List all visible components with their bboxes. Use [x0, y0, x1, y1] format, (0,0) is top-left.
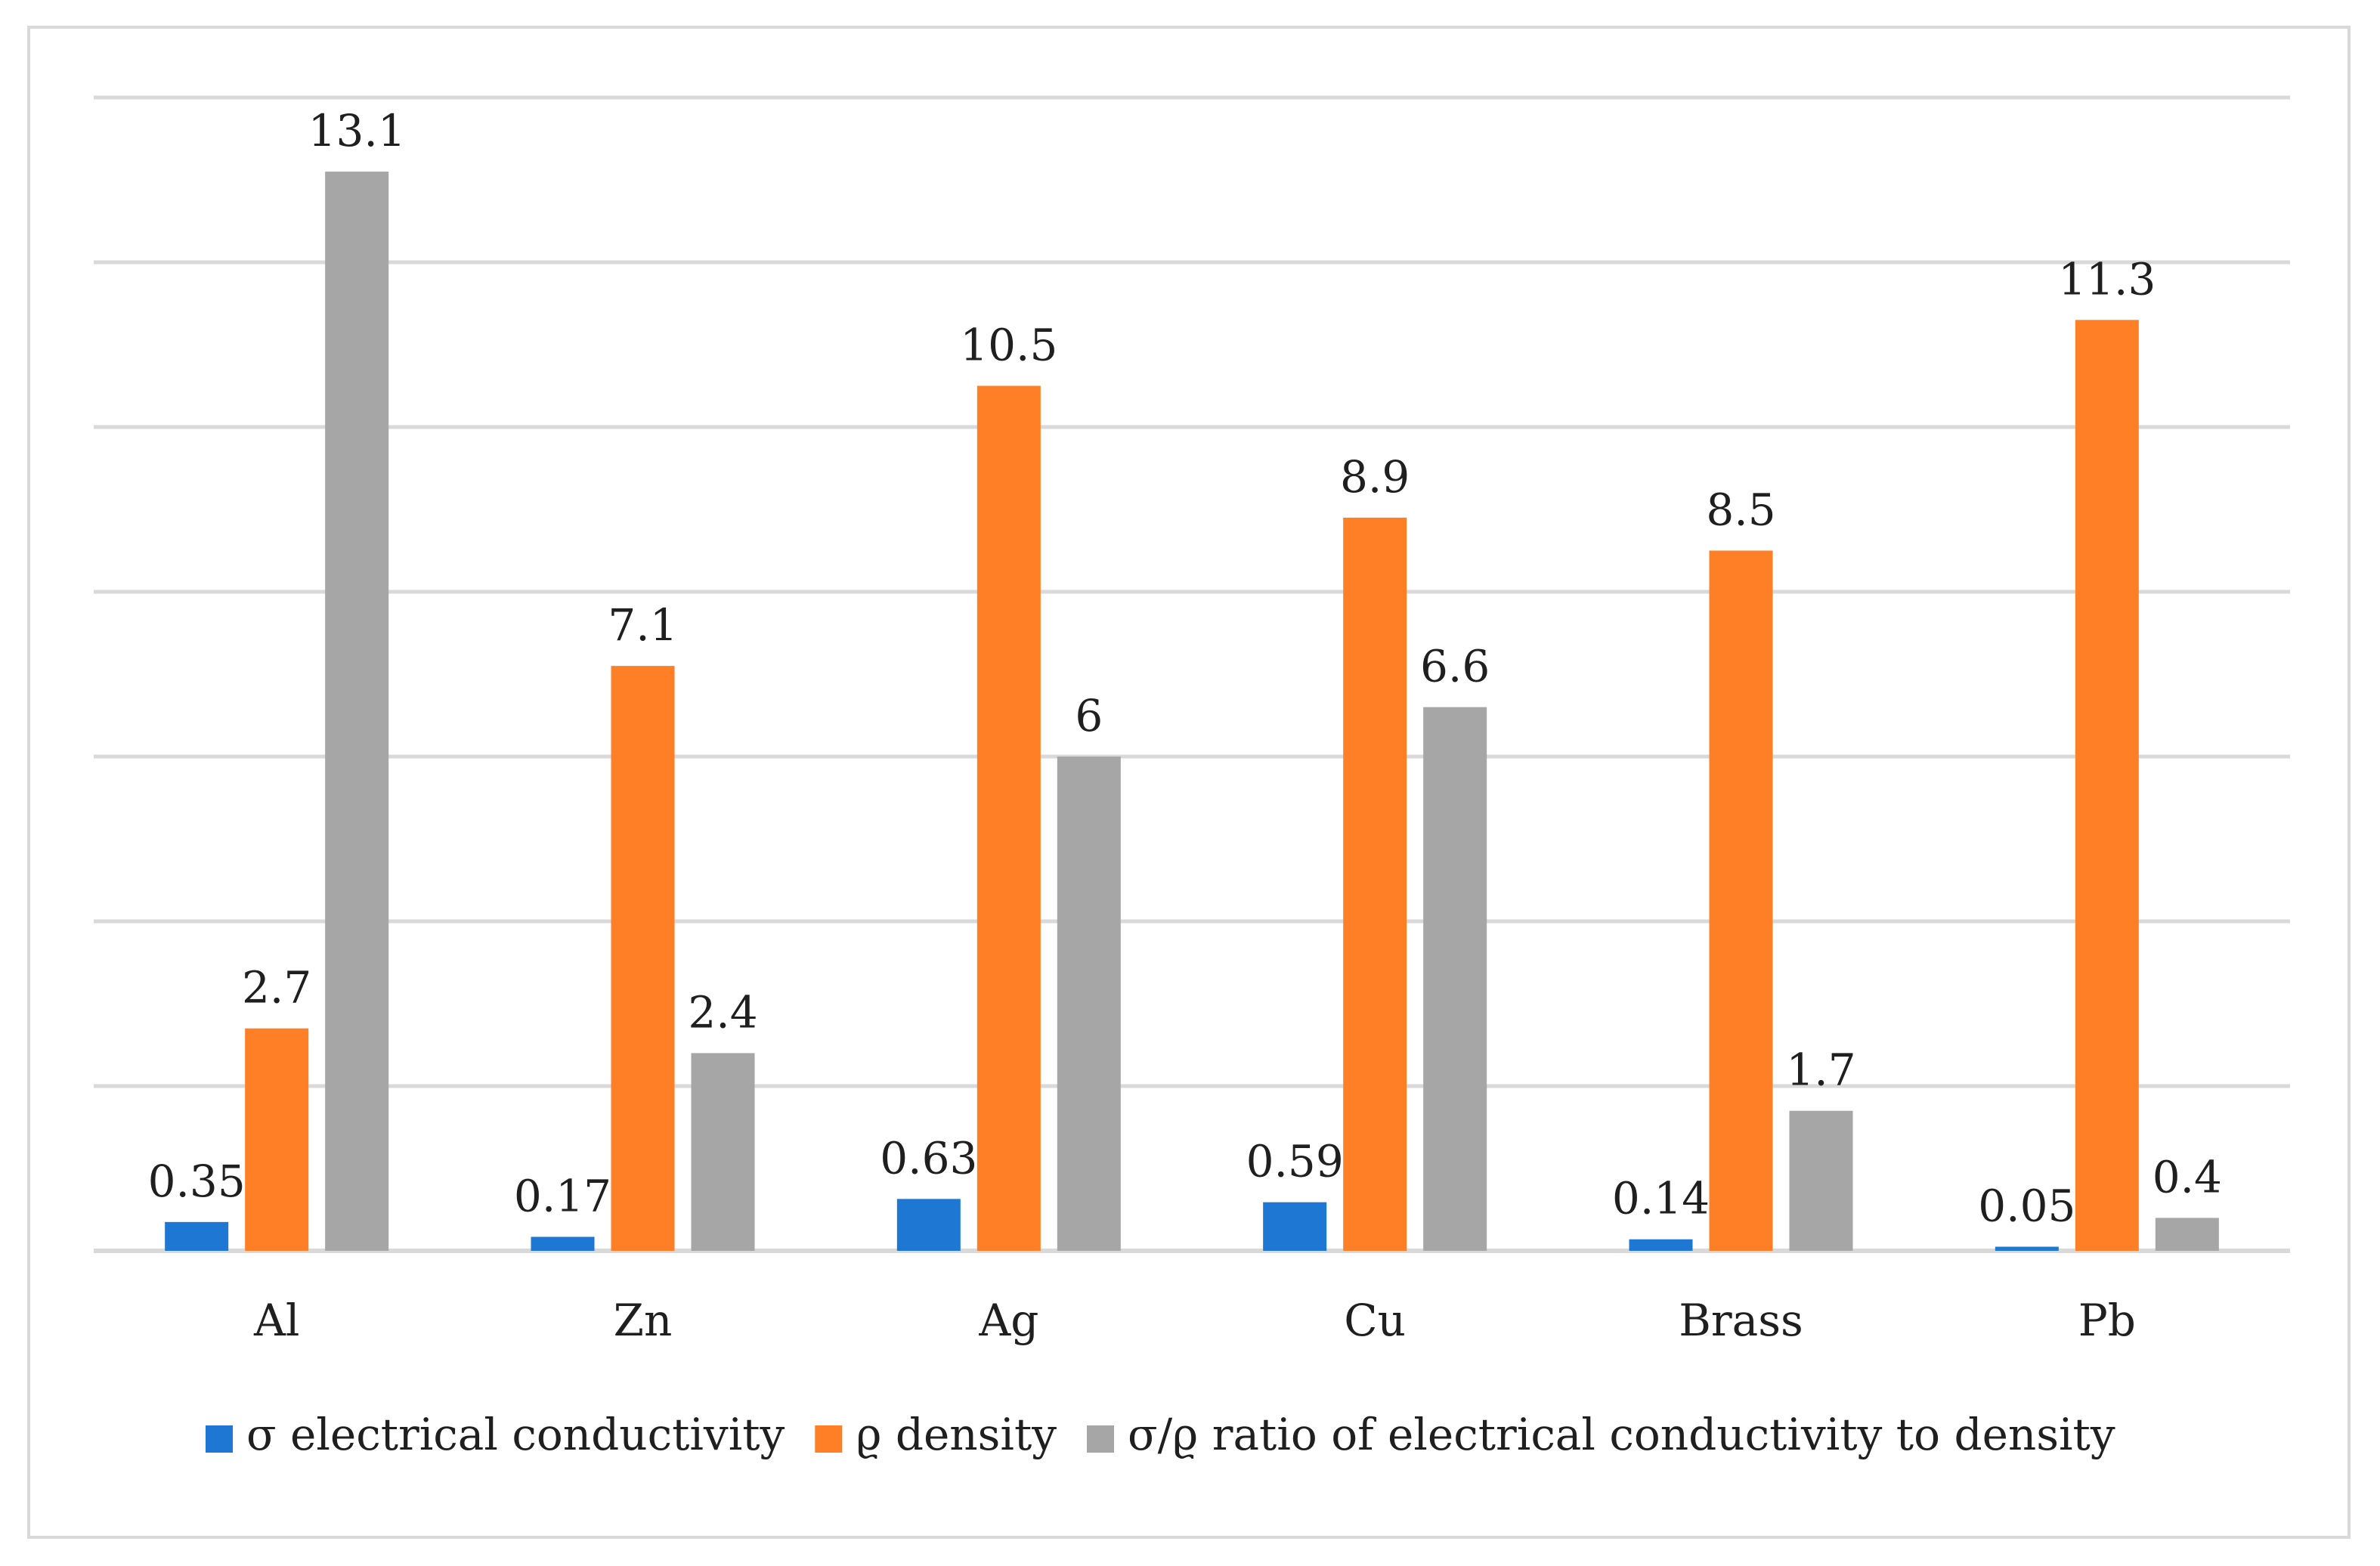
bar-zn-series-2	[611, 666, 675, 1251]
legend-swatch-series-2	[815, 1425, 843, 1453]
bar-ag-series-2	[976, 385, 1041, 1251]
data-label-pb-series-2: 11.3	[2058, 253, 2156, 305]
data-label-pb-series-3: 0.4	[2153, 1151, 2222, 1202]
bar-al-series-1	[165, 1221, 229, 1251]
x-tick-label-al: Al	[253, 1295, 299, 1346]
bars	[165, 172, 2219, 1252]
bar-cu-series-3	[1423, 707, 1487, 1251]
data-label-al-series-1: 0.35	[148, 1156, 246, 1207]
data-label-pb-series-1: 0.05	[1978, 1181, 2075, 1232]
data-label-cu-series-1: 0.59	[1246, 1136, 1344, 1187]
legend-swatch-series-3	[1087, 1425, 1115, 1453]
bar-zn-series-1	[531, 1236, 595, 1251]
x-tick-label-brass: Brass	[1679, 1295, 1803, 1346]
data-label-cu-series-3: 6.6	[1420, 641, 1490, 692]
x-tick-label-zn: Zn	[614, 1295, 673, 1346]
data-label-cu-series-2: 8.9	[1340, 451, 1410, 503]
data-labels: 0.35 2.7 13.1 0.17 7.1 2.4 0.63 10.5 6 0.59 8.9 6.6…	[148, 105, 2222, 1231]
bar-al-series-2	[245, 1028, 309, 1251]
data-label-zn-series-2: 7.1	[608, 599, 677, 651]
data-label-ag-series-2: 10.5	[960, 320, 1057, 371]
bar-brass-series-3	[1789, 1110, 1853, 1251]
legend: σ electrical conductivity ϱ density σ/ϱ ra…	[206, 1409, 2115, 1460]
data-label-ag-series-3: 6	[1075, 690, 1103, 741]
bar-pb-series-2	[2075, 320, 2139, 1251]
data-label-brass-series-1: 0.14	[1612, 1173, 1710, 1224]
bar-brass-series-2	[1709, 550, 1773, 1251]
bar-pb-series-3	[2155, 1218, 2219, 1251]
data-label-brass-series-3: 1.7	[1786, 1045, 1855, 1096]
chart-frame	[27, 26, 2351, 1539]
bar-cu-series-2	[1343, 517, 1407, 1251]
data-label-al-series-3: 13.1	[308, 105, 406, 156]
bar-ag-series-1	[896, 1199, 961, 1251]
data-label-al-series-2: 2.7	[242, 962, 311, 1014]
bar-pb-series-1	[1995, 1246, 2059, 1251]
bar-brass-series-1	[1629, 1239, 1693, 1251]
legend-label-series-2: ϱ density	[856, 1409, 1057, 1460]
legend-label-series-3: σ/ϱ ratio of electrical conductivity to …	[1128, 1409, 2115, 1460]
x-tick-label-ag: Ag	[978, 1295, 1038, 1346]
x-axis-tick-labels: Al Zn Ag Cu Brass Pb	[253, 1295, 2136, 1346]
bar-al-series-3	[325, 172, 389, 1252]
legend-label-series-1: σ electrical conductivity	[246, 1409, 785, 1460]
legend-swatch-series-1	[206, 1425, 233, 1453]
data-label-brass-series-2: 8.5	[1706, 484, 1775, 536]
data-label-zn-series-3: 2.4	[688, 986, 757, 1038]
data-label-zn-series-1: 0.17	[514, 1170, 611, 1221]
bar-ag-series-3	[1057, 757, 1121, 1251]
bar-zn-series-3	[691, 1053, 755, 1251]
x-tick-label-pb: Pb	[2078, 1295, 2136, 1346]
gridlines	[94, 95, 2290, 1253]
x-tick-label-cu: Cu	[1344, 1295, 1406, 1346]
bar-cu-series-1	[1263, 1202, 1327, 1251]
data-label-ag-series-1: 0.63	[880, 1132, 977, 1184]
